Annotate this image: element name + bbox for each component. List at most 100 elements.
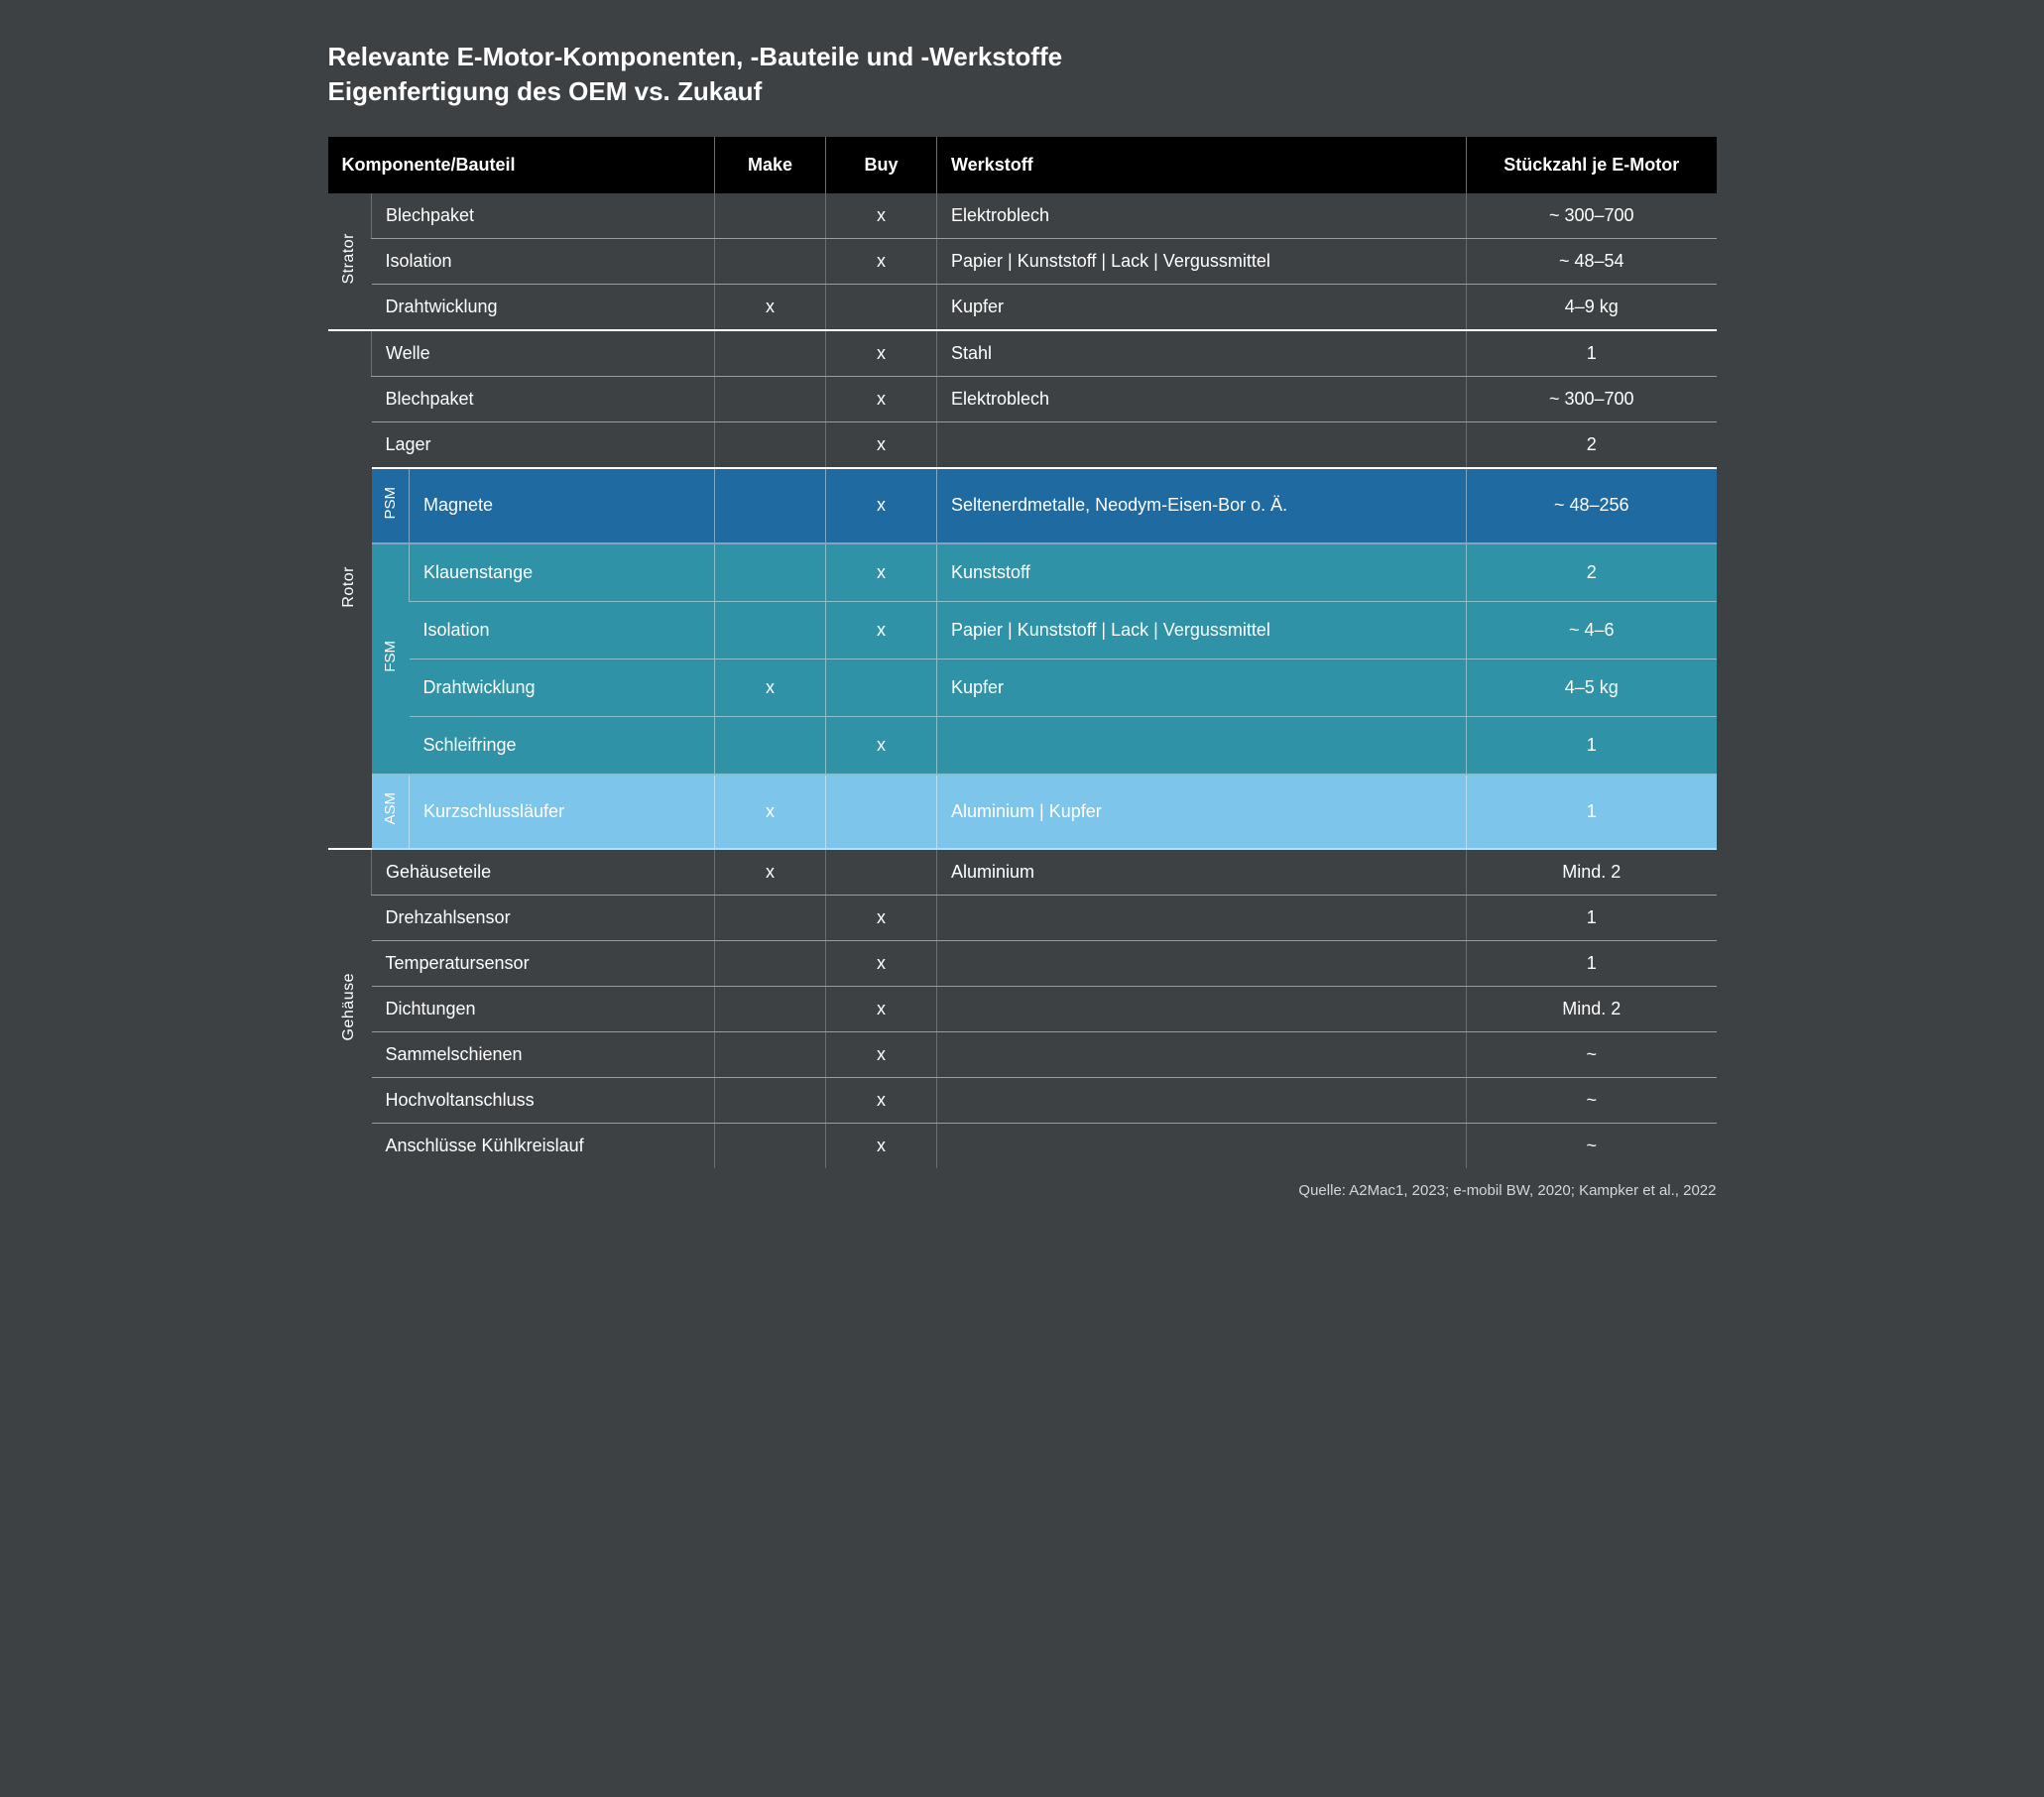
table-row: Isolation x Papier | Kunststoff | Lack |… <box>328 601 1717 659</box>
cell-comp: Magnete <box>410 468 715 543</box>
table-row: ASM Kurzschlussläufer x Aluminium | Kupf… <box>328 775 1717 849</box>
table-row: Drahtwicklung x Kupfer 4–5 kg <box>328 659 1717 716</box>
cell-make <box>715 1123 826 1168</box>
cell-comp: Drehzahlsensor <box>372 895 715 940</box>
table-row: PSM Magnete x Seltenerdmetalle, Neodym-E… <box>328 468 1717 543</box>
col-component: Komponente/Bauteil <box>328 137 715 193</box>
cell-buy: x <box>826 1077 937 1123</box>
cell-qty: ~ 48–256 <box>1467 468 1717 543</box>
cell-buy: x <box>826 940 937 986</box>
cell-mat <box>937 1123 1467 1168</box>
subgroup-label-asm: ASM <box>372 775 410 849</box>
cell-qty: 4–9 kg <box>1467 285 1717 331</box>
cell-make <box>715 940 826 986</box>
table-row: Lager x 2 <box>328 422 1717 469</box>
table-row: Sammelschienen x ~ <box>328 1031 1717 1077</box>
cell-mat <box>937 895 1467 940</box>
subgroup-label-fsm: FSM <box>372 543 410 775</box>
cell-buy: x <box>826 543 937 602</box>
cell-buy: x <box>826 193 937 239</box>
cell-qty: ~ 4–6 <box>1467 601 1717 659</box>
cell-qty: ~ 48–54 <box>1467 239 1717 285</box>
cell-make <box>715 716 826 775</box>
cell-make <box>715 601 826 659</box>
cell-make <box>715 193 826 239</box>
table-row: Strator Blechpaket x Elektroblech ~ 300–… <box>328 193 1717 239</box>
table-row: Hochvoltanschluss x ~ <box>328 1077 1717 1123</box>
cell-comp: Lager <box>372 422 715 469</box>
cell-make: x <box>715 285 826 331</box>
table-row: Gehäuse Gehäuseteile x Aluminium Mind. 2 <box>328 849 1717 896</box>
cell-make <box>715 1031 826 1077</box>
cell-mat: Stahl <box>937 330 1467 377</box>
table-container: Relevante E-Motor-Komponenten, -Bauteile… <box>328 40 1717 1199</box>
cell-comp: Sammelschienen <box>372 1031 715 1077</box>
cell-make <box>715 1077 826 1123</box>
col-buy: Buy <box>826 137 937 193</box>
cell-mat <box>937 716 1467 775</box>
cell-comp: Klauenstange <box>410 543 715 602</box>
cell-comp: Welle <box>372 330 715 377</box>
cell-mat: Papier | Kunststoff | Lack | Vergussmitt… <box>937 239 1467 285</box>
title-line-2: Eigenfertigung des OEM vs. Zukauf <box>328 76 763 106</box>
cell-mat <box>937 1031 1467 1077</box>
cell-mat: Kupfer <box>937 285 1467 331</box>
cell-mat <box>937 986 1467 1031</box>
cell-buy <box>826 285 937 331</box>
cell-make <box>715 468 826 543</box>
cell-mat <box>937 940 1467 986</box>
col-qty: Stückzahl je E-Motor <box>1467 137 1717 193</box>
page-title: Relevante E-Motor-Komponenten, -Bauteile… <box>328 40 1717 109</box>
cell-qty: Mind. 2 <box>1467 849 1717 896</box>
table-row: Drehzahlsensor x 1 <box>328 895 1717 940</box>
cell-qty: 1 <box>1467 330 1717 377</box>
cell-qty: ~ <box>1467 1123 1717 1168</box>
cell-mat: Papier | Kunststoff | Lack | Vergussmitt… <box>937 601 1467 659</box>
cell-buy: x <box>826 895 937 940</box>
cell-make <box>715 330 826 377</box>
cell-buy: x <box>826 377 937 422</box>
cell-make <box>715 422 826 469</box>
cell-mat <box>937 1077 1467 1123</box>
cell-qty: 1 <box>1467 775 1717 849</box>
cell-make: x <box>715 775 826 849</box>
cell-make <box>715 377 826 422</box>
cell-qty: Mind. 2 <box>1467 986 1717 1031</box>
cell-qty: ~ 300–700 <box>1467 377 1717 422</box>
cell-qty: 2 <box>1467 543 1717 602</box>
cell-buy: x <box>826 422 937 469</box>
table-row: Rotor Welle x Stahl 1 <box>328 330 1717 377</box>
source-citation: Quelle: A2Mac1, 2023; e-mobil BW, 2020; … <box>328 1182 1717 1199</box>
cell-buy <box>826 659 937 716</box>
cell-qty: 4–5 kg <box>1467 659 1717 716</box>
cell-comp: Anschlüsse Kühlkreislauf <box>372 1123 715 1168</box>
cell-mat: Aluminium <box>937 849 1467 896</box>
cell-comp: Isolation <box>372 239 715 285</box>
cell-buy: x <box>826 468 937 543</box>
table-row: FSM Klauenstange x Kunststoff 2 <box>328 543 1717 602</box>
cell-comp: Temperatursensor <box>372 940 715 986</box>
table-header-row: Komponente/Bauteil Make Buy Werkstoff St… <box>328 137 1717 193</box>
cell-make <box>715 239 826 285</box>
cell-mat: Kunststoff <box>937 543 1467 602</box>
cell-make <box>715 543 826 602</box>
cell-buy: x <box>826 1031 937 1077</box>
cell-buy: x <box>826 601 937 659</box>
cell-qty: ~ 300–700 <box>1467 193 1717 239</box>
cell-qty: ~ <box>1467 1077 1717 1123</box>
table-row: Schleifringe x 1 <box>328 716 1717 775</box>
table-row: Isolation x Papier | Kunststoff | Lack |… <box>328 239 1717 285</box>
title-line-1: Relevante E-Motor-Komponenten, -Bauteile… <box>328 42 1063 71</box>
table-row: Blechpaket x Elektroblech ~ 300–700 <box>328 377 1717 422</box>
group-label-gehaeuse: Gehäuse <box>328 849 372 1168</box>
cell-mat: Elektroblech <box>937 193 1467 239</box>
cell-buy <box>826 775 937 849</box>
cell-make <box>715 895 826 940</box>
subgroup-label-psm: PSM <box>372 468 410 543</box>
cell-qty: 2 <box>1467 422 1717 469</box>
cell-comp: Kurzschlussläufer <box>410 775 715 849</box>
table-row: Anschlüsse Kühlkreislauf x ~ <box>328 1123 1717 1168</box>
cell-comp: Blechpaket <box>372 377 715 422</box>
cell-comp: Drahtwicklung <box>410 659 715 716</box>
col-material: Werkstoff <box>937 137 1467 193</box>
